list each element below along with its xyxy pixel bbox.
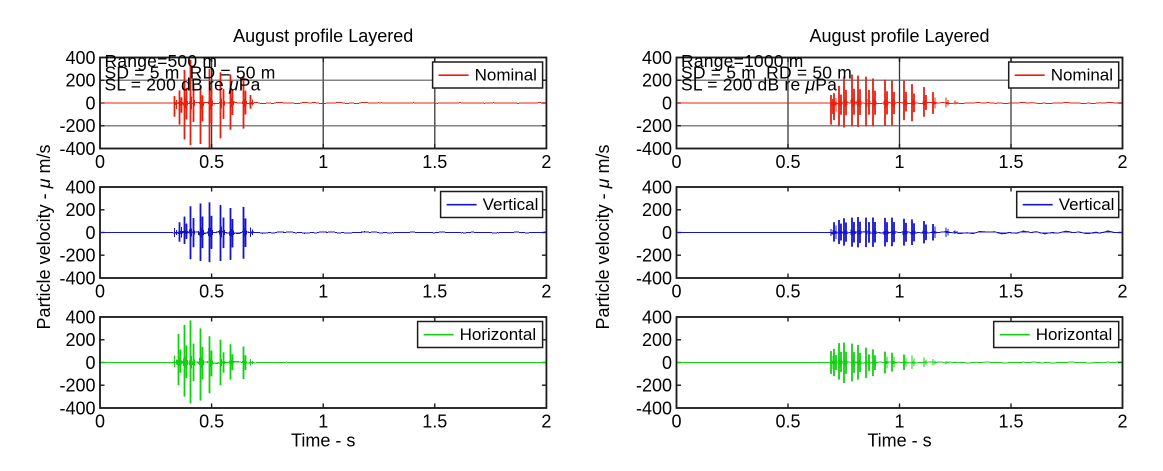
svg-text:400: 400: [65, 307, 95, 327]
svg-text:400: 400: [642, 48, 672, 68]
svg-text:1.5: 1.5: [422, 282, 447, 302]
svg-text:0.5: 0.5: [775, 282, 800, 302]
svg-text:200: 200: [65, 200, 95, 220]
svg-text:2: 2: [1117, 282, 1127, 302]
svg-text:0: 0: [95, 412, 105, 432]
svg-text:Particle velocity - μ m/s: Particle velocity - μ m/s: [34, 145, 54, 330]
svg-text:-400: -400: [636, 139, 672, 159]
svg-text:0.5: 0.5: [775, 152, 800, 172]
svg-text:Nominal: Nominal: [1051, 66, 1113, 85]
svg-text:2: 2: [541, 152, 551, 172]
svg-text:400: 400: [642, 307, 672, 327]
svg-text:1.5: 1.5: [422, 152, 447, 172]
svg-text:-200: -200: [636, 246, 672, 266]
svg-text:400: 400: [65, 48, 95, 68]
svg-text:1: 1: [894, 152, 904, 172]
svg-text:0: 0: [95, 152, 105, 172]
svg-text:1.5: 1.5: [422, 412, 447, 432]
svg-text:August profile Layered: August profile Layered: [809, 26, 989, 46]
svg-text:2: 2: [1117, 412, 1127, 432]
svg-text:-200: -200: [59, 246, 95, 266]
svg-text:-400: -400: [636, 398, 672, 418]
svg-text:-400: -400: [59, 398, 95, 418]
svg-text:2: 2: [541, 412, 551, 432]
svg-text:200: 200: [642, 71, 672, 91]
svg-text:200: 200: [642, 330, 672, 350]
svg-text:400: 400: [642, 177, 672, 197]
svg-text:1: 1: [318, 412, 328, 432]
svg-text:200: 200: [642, 200, 672, 220]
svg-text:0: 0: [671, 282, 681, 302]
svg-text:Horizontal: Horizontal: [1036, 325, 1113, 344]
svg-text:200: 200: [65, 330, 95, 350]
svg-text:Vertical: Vertical: [1059, 195, 1115, 214]
svg-text:-200: -200: [636, 116, 672, 136]
svg-text:0: 0: [85, 93, 95, 113]
svg-text:Vertical: Vertical: [483, 195, 539, 214]
svg-text:Range=1000 m: Range=1000 m: [681, 51, 804, 71]
svg-text:200: 200: [65, 71, 95, 91]
svg-text:-200: -200: [636, 376, 672, 396]
svg-text:0: 0: [85, 353, 95, 373]
svg-text:0: 0: [95, 282, 105, 302]
svg-text:August profile Layered: August profile Layered: [233, 26, 413, 46]
svg-text:1.5: 1.5: [998, 152, 1023, 172]
svg-text:1: 1: [894, 412, 904, 432]
svg-text:-400: -400: [59, 268, 95, 288]
svg-text:Horizontal: Horizontal: [460, 325, 537, 344]
svg-text:2: 2: [1117, 152, 1127, 172]
svg-text:0.5: 0.5: [775, 412, 800, 432]
svg-text:-200: -200: [59, 116, 95, 136]
svg-text:Range=500 m: Range=500 m: [105, 51, 218, 71]
svg-text:Particle velocity - μ m/s: Particle velocity - μ m/s: [593, 145, 613, 330]
svg-text:SL = 200 dB re μPa: SL = 200 dB re μPa: [105, 75, 261, 95]
svg-text:SL = 200 dB re μPa: SL = 200 dB re μPa: [681, 75, 837, 95]
svg-text:1: 1: [318, 282, 328, 302]
svg-text:Nominal: Nominal: [475, 66, 537, 85]
svg-text:-400: -400: [59, 139, 95, 159]
svg-text:0: 0: [671, 152, 681, 172]
svg-text:Time - s: Time - s: [291, 431, 355, 451]
svg-text:1: 1: [318, 152, 328, 172]
svg-text:0.5: 0.5: [199, 412, 224, 432]
svg-text:-400: -400: [636, 268, 672, 288]
svg-text:0.5: 0.5: [199, 152, 224, 172]
svg-text:0: 0: [85, 223, 95, 243]
svg-text:0: 0: [662, 353, 672, 373]
svg-text:400: 400: [65, 177, 95, 197]
svg-text:0: 0: [662, 223, 672, 243]
svg-text:1.5: 1.5: [998, 412, 1023, 432]
svg-text:2: 2: [541, 282, 551, 302]
svg-text:Time - s: Time - s: [867, 431, 931, 451]
svg-text:SD = 5 m RD = 50 m: SD = 5 m RD = 50 m: [681, 63, 852, 83]
svg-text:0.5: 0.5: [199, 282, 224, 302]
svg-text:0: 0: [662, 93, 672, 113]
svg-text:1: 1: [894, 282, 904, 302]
svg-text:1.5: 1.5: [998, 282, 1023, 302]
svg-text:0: 0: [671, 412, 681, 432]
svg-text:-200: -200: [59, 376, 95, 396]
svg-text:SD = 5 m RD = 50 m: SD = 5 m RD = 50 m: [105, 63, 276, 83]
